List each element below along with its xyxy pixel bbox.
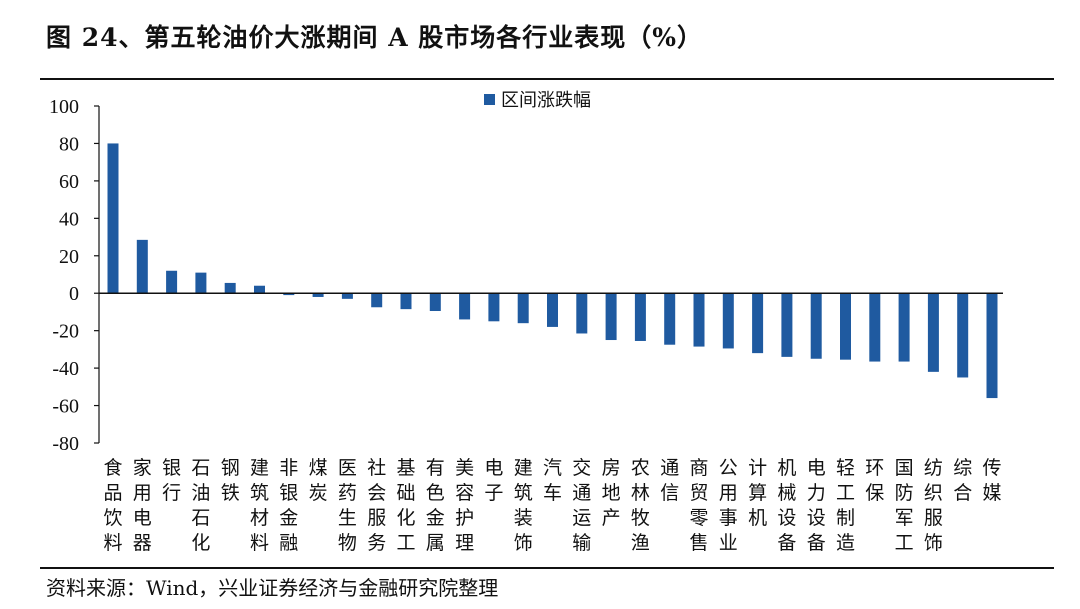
bar: [429, 293, 441, 312]
x-category-label: 家用电器: [133, 457, 152, 554]
x-category-label: 食品饮料: [103, 457, 122, 554]
source-note: 资料来源：Wind，兴业证券经济与金融研究院整理: [46, 576, 499, 600]
x-category-label: 钢铁: [221, 457, 240, 504]
bar: [634, 293, 646, 341]
x-category-label: 建筑装饰: [514, 457, 533, 554]
bar: [254, 285, 265, 294]
bar: [166, 270, 178, 294]
bar: [341, 293, 353, 299]
y-tick-label: 60: [59, 171, 79, 193]
x-category-label: 非银金融: [279, 457, 298, 554]
x-category-label: 传媒: [982, 457, 1001, 504]
x-category-label: 银行: [162, 457, 181, 504]
x-category-label: 通信: [660, 457, 679, 504]
legend-label: 区间涨跌幅: [501, 90, 591, 111]
bar: [927, 293, 939, 372]
x-category-label: 农林牧渔: [631, 457, 650, 554]
source-rule: [40, 567, 1054, 569]
bar: [517, 293, 529, 324]
bar: [576, 293, 588, 334]
x-category-label: 轻工制造: [836, 457, 855, 554]
bar: [693, 293, 705, 347]
bar: [810, 293, 822, 359]
x-category-label: 建筑材料: [250, 457, 269, 554]
title-rule: [40, 78, 1054, 80]
x-category-label: 电子: [484, 457, 503, 504]
bar: [869, 293, 881, 362]
bar: [195, 272, 207, 294]
figure-title: 图 24、第五轮油价大涨期间 A 股市场各行业表现（%）: [46, 23, 704, 52]
x-category-label: 美容护理: [455, 457, 474, 554]
y-tick-label: 0: [69, 283, 79, 305]
bar: [312, 293, 324, 297]
x-category-label: 计算机: [748, 457, 767, 529]
bar: [224, 282, 236, 294]
bar: [722, 293, 734, 349]
x-category-label: 房地产: [602, 457, 621, 529]
y-tick-label: -40: [52, 358, 79, 380]
y-tick-label: -20: [52, 321, 79, 343]
bar: [605, 293, 617, 341]
x-category-label: 环保: [865, 457, 884, 504]
y-tick-label: 20: [59, 246, 79, 268]
bar: [898, 293, 910, 362]
y-tick-label: 80: [59, 133, 79, 155]
x-category-label: 纺织服饰: [924, 457, 943, 554]
x-category-label: 石油石化: [191, 457, 210, 554]
bar: [664, 293, 676, 345]
bar: [371, 293, 383, 308]
bar: [107, 143, 119, 294]
x-category-label: 综合: [953, 457, 972, 504]
bar: [986, 293, 998, 399]
x-category-label: 公用事业: [719, 457, 738, 554]
x-category-label: 有色金属: [426, 457, 445, 554]
y-tick-label: -80: [52, 433, 79, 455]
x-category-label: 国防军工: [895, 457, 914, 554]
x-category-label: 医药生物: [338, 457, 357, 554]
y-tick-label: 100: [49, 96, 79, 118]
x-category-label: 煤炭: [309, 457, 328, 504]
bar: [547, 293, 558, 327]
legend-swatch: [484, 94, 495, 105]
x-category-label: 商贸零售: [689, 457, 708, 554]
bar: [752, 293, 764, 354]
bar: [400, 293, 412, 310]
bar: [488, 293, 500, 322]
x-category-label: 基础化工: [396, 457, 415, 554]
bar: [957, 293, 969, 378]
x-category-label: 汽车: [543, 457, 562, 504]
bar: [136, 239, 148, 294]
bar: [781, 293, 793, 357]
bar: [283, 293, 295, 296]
x-category-label: 社会服务: [367, 457, 386, 554]
x-category-label: 电力设备: [807, 457, 826, 554]
y-tick-label: 40: [59, 208, 79, 230]
bar: [840, 293, 851, 360]
x-category-label: 机械设备: [777, 457, 796, 554]
y-tick-label: -60: [52, 396, 79, 418]
bar: [459, 293, 471, 320]
x-category-label: 交通运输: [572, 457, 591, 554]
